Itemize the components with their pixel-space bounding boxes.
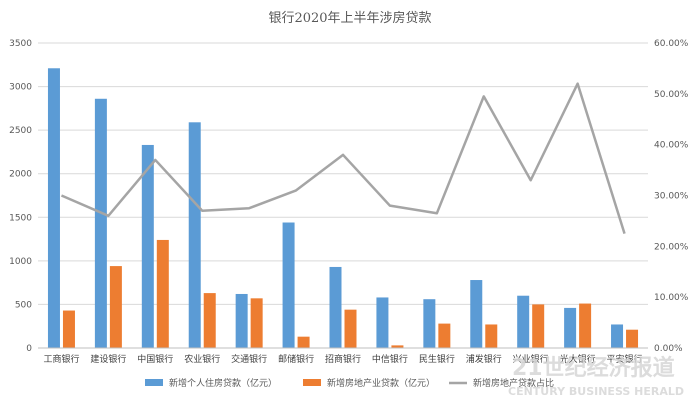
bar (564, 307, 577, 348)
x-tick-label: 中信银行 (372, 353, 408, 365)
bar (94, 98, 107, 349)
x-tick-label: 兴业银行 (513, 353, 549, 365)
y2-tick-label: 10.00% (654, 293, 689, 303)
y-tick-label: 2000 (9, 170, 32, 180)
bar (344, 309, 357, 348)
watermark-title: 21世纪经济报道 (512, 355, 675, 381)
x-tick-label: 工商银行 (43, 353, 79, 365)
legend-swatch (303, 379, 321, 386)
bar (141, 144, 154, 348)
y2-tick-label: 20.00% (654, 242, 689, 252)
legend: 新增个人住房贷款（亿元） 新增房地产业贷款（亿元） 新增房地产贷款占比 (145, 377, 554, 389)
x-tick-label: 浦发银行 (466, 353, 502, 365)
y2-tick-label: 0.00% (654, 344, 683, 354)
chart-title: 银行2020年上半年涉房贷款 (268, 10, 431, 26)
y2-tick-label: 50.00% (654, 90, 689, 100)
x-tick-label: 民生银行 (419, 353, 455, 365)
axes: 0 500 1000 1500 2000 2500 3000 3500 0.00% 10.00% 2… (9, 39, 689, 365)
x-tick-label: 平安银行 (607, 353, 643, 365)
x-tick-label: 交通银行 (231, 353, 267, 365)
bar (423, 299, 436, 348)
y-tick-label: 1500 (9, 213, 32, 223)
y-tick-label: 3000 (9, 83, 32, 93)
bar (611, 324, 624, 348)
bar (62, 310, 75, 348)
bar (329, 266, 342, 348)
bar (438, 323, 451, 348)
bar (485, 324, 498, 348)
y-tick-label: 1000 (9, 257, 32, 267)
bar (391, 345, 404, 348)
bar (626, 329, 639, 348)
bar (47, 68, 60, 349)
bar (297, 336, 310, 348)
y-tick-label: 2500 (9, 126, 32, 136)
x-tick-label: 光大银行 (560, 353, 596, 365)
x-tick-label: 建设银行 (90, 353, 126, 365)
x-tick-label: 中国银行 (137, 353, 173, 365)
bar-series (47, 68, 639, 349)
bar (109, 266, 122, 348)
gridlines (38, 42, 648, 349)
line-series-path (60, 82, 626, 234)
y-tick-label: 0 (26, 344, 32, 354)
x-tick-label: 招商银行 (325, 353, 361, 365)
legend-label: 新增房地产贷款占比 (473, 377, 554, 389)
y-tick-label: 3500 (9, 39, 32, 49)
y-tick-label: 500 (15, 300, 32, 310)
watermark: 21世纪经济报道 CENTURY BUSINESS HERALD (508, 355, 684, 398)
bar (188, 122, 201, 348)
y2-tick-label: 60.00% (654, 39, 689, 49)
bar (532, 304, 545, 348)
bar (156, 239, 169, 348)
bar (517, 295, 530, 348)
watermark-subtitle: CENTURY BUSINESS HERALD (508, 385, 684, 398)
y2-tick-label: 30.00% (654, 192, 689, 202)
legend-label: 新增房地产业贷款（亿元） (327, 377, 435, 389)
x-tick-label: 农业银行 (184, 353, 220, 365)
bar (470, 280, 483, 348)
bar (376, 297, 389, 348)
bar (282, 222, 295, 348)
y2-tick-label: 40.00% (654, 141, 689, 151)
bar (235, 293, 248, 348)
bar (579, 303, 592, 348)
line-series (60, 82, 626, 234)
x-tick-label: 邮储银行 (278, 353, 314, 365)
bar (203, 293, 216, 348)
legend-swatch (145, 379, 163, 386)
bar (250, 298, 263, 348)
legend-label: 新增个人住房贷款（亿元） (169, 377, 277, 389)
